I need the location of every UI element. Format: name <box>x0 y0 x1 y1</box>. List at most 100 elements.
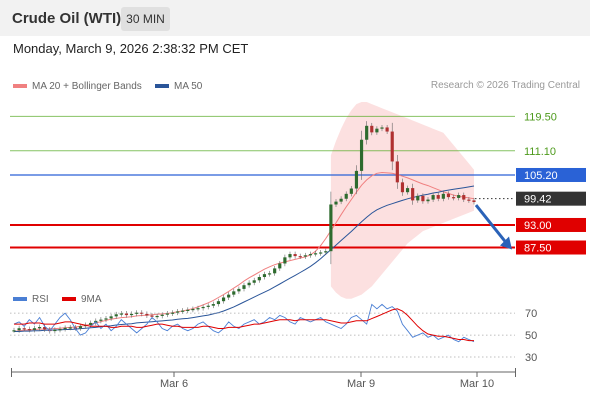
candle-body <box>211 304 215 306</box>
ma50-swatch <box>155 84 169 89</box>
level-tag-text-105.20: 105.20 <box>524 170 558 182</box>
candle-body <box>354 170 359 189</box>
candle-body <box>436 195 440 199</box>
level-label-111.10: 111.10 <box>524 146 556 158</box>
level-tag-text-87.50: 87.50 <box>524 243 552 255</box>
candle-body <box>278 263 282 269</box>
x-tick-label: Mar 9 <box>347 378 375 390</box>
level-label-119.50: 119.50 <box>524 111 557 123</box>
candle-body <box>400 182 405 193</box>
candle-body <box>32 328 37 330</box>
candle-body <box>308 254 313 256</box>
candle-body <box>257 277 261 281</box>
candle-body <box>313 253 318 255</box>
level-tag-87.50 <box>516 240 586 255</box>
candle-body <box>273 268 277 274</box>
candle-body <box>99 319 103 321</box>
candle-body <box>145 313 149 316</box>
ma20-swatch <box>13 84 27 89</box>
candle-body <box>191 308 195 311</box>
candle-body <box>109 316 113 319</box>
candle-body <box>186 309 190 311</box>
candle-body <box>22 328 26 330</box>
projection-arrow-shaft <box>474 204 508 244</box>
candle-body <box>339 198 343 202</box>
candle-body <box>365 125 369 140</box>
candle-body <box>426 199 430 202</box>
candle-body <box>395 161 399 183</box>
projection-arrow-head <box>500 236 512 250</box>
candle-body <box>298 256 302 258</box>
candle-body <box>114 314 118 317</box>
ma20-label: MA 20 + Bollinger Bands <box>32 81 142 92</box>
candle-body <box>344 193 348 199</box>
ma9-swatch <box>62 297 76 302</box>
candle-body <box>242 285 246 289</box>
credit-text: Research © 2026 Trading Central <box>430 80 580 91</box>
candle-body <box>390 131 394 162</box>
candle-body <box>359 139 364 171</box>
candle-body <box>329 204 333 252</box>
rsi-label: RSI <box>32 294 49 305</box>
x-tick-label: Mar 10 <box>460 378 494 390</box>
candle-body <box>375 128 379 133</box>
legend-ma50: MA 50 <box>155 81 202 92</box>
candle-body <box>232 291 236 295</box>
candle-body <box>421 195 425 202</box>
candle-body <box>135 312 139 314</box>
timeframe-button[interactable]: 30 MIN <box>121 7 170 31</box>
candle-body <box>53 329 57 332</box>
rsi-tick-70: 70 <box>525 308 537 320</box>
candle-body <box>150 315 154 317</box>
candle-body <box>431 195 435 200</box>
level-tag-99.42 <box>516 191 586 206</box>
ma50-label: MA 50 <box>174 81 203 92</box>
level-tag-93.00 <box>516 217 586 232</box>
candle-body <box>140 312 144 314</box>
candle-body <box>451 197 456 199</box>
candle-body <box>181 310 185 312</box>
x-tick-label: Mar 6 <box>160 378 188 390</box>
candle-body <box>247 282 251 286</box>
candle-body <box>89 322 93 325</box>
rsi-tick-30: 30 <box>525 352 537 364</box>
candle-body <box>472 200 476 203</box>
candle-body <box>370 125 374 133</box>
rsi-9ma-line <box>14 308 474 342</box>
candle-body <box>380 127 384 129</box>
candle-body <box>175 311 180 313</box>
ma9-label: 9MA <box>81 294 102 305</box>
ma50-line <box>14 185 475 332</box>
candle-body <box>43 327 47 330</box>
candle-body <box>201 306 205 309</box>
candle-body <box>206 305 210 307</box>
candle-body <box>124 313 129 316</box>
candle-body <box>227 294 231 298</box>
candle-body <box>237 288 241 292</box>
candle-body <box>216 301 221 305</box>
candle-body <box>119 313 123 315</box>
candle-body <box>27 329 31 331</box>
candle-body <box>462 195 466 200</box>
level-tag-105.20 <box>516 167 586 182</box>
candle-body <box>293 254 297 257</box>
candle-body <box>288 254 292 258</box>
level-tag-text-99.42: 99.42 <box>524 194 552 206</box>
candle-body <box>170 312 175 314</box>
candle-body <box>283 257 287 264</box>
candle-body <box>155 315 159 318</box>
candle-body <box>63 327 67 330</box>
candle-body <box>267 273 272 275</box>
chart-header: Crude Oil (WTI) 30 MIN <box>0 0 590 36</box>
candle-body <box>12 330 16 332</box>
rsi-tick-50: 50 <box>525 330 537 342</box>
candle-body <box>416 195 420 201</box>
candle-body <box>319 252 323 254</box>
candle-body <box>165 313 169 315</box>
candle-body <box>221 297 226 302</box>
candle-body <box>160 314 164 316</box>
timestamp: Monday, March 9, 2026 2:38:32 PM CET <box>13 41 249 56</box>
candle-body <box>324 251 328 253</box>
candle-body <box>37 327 42 329</box>
